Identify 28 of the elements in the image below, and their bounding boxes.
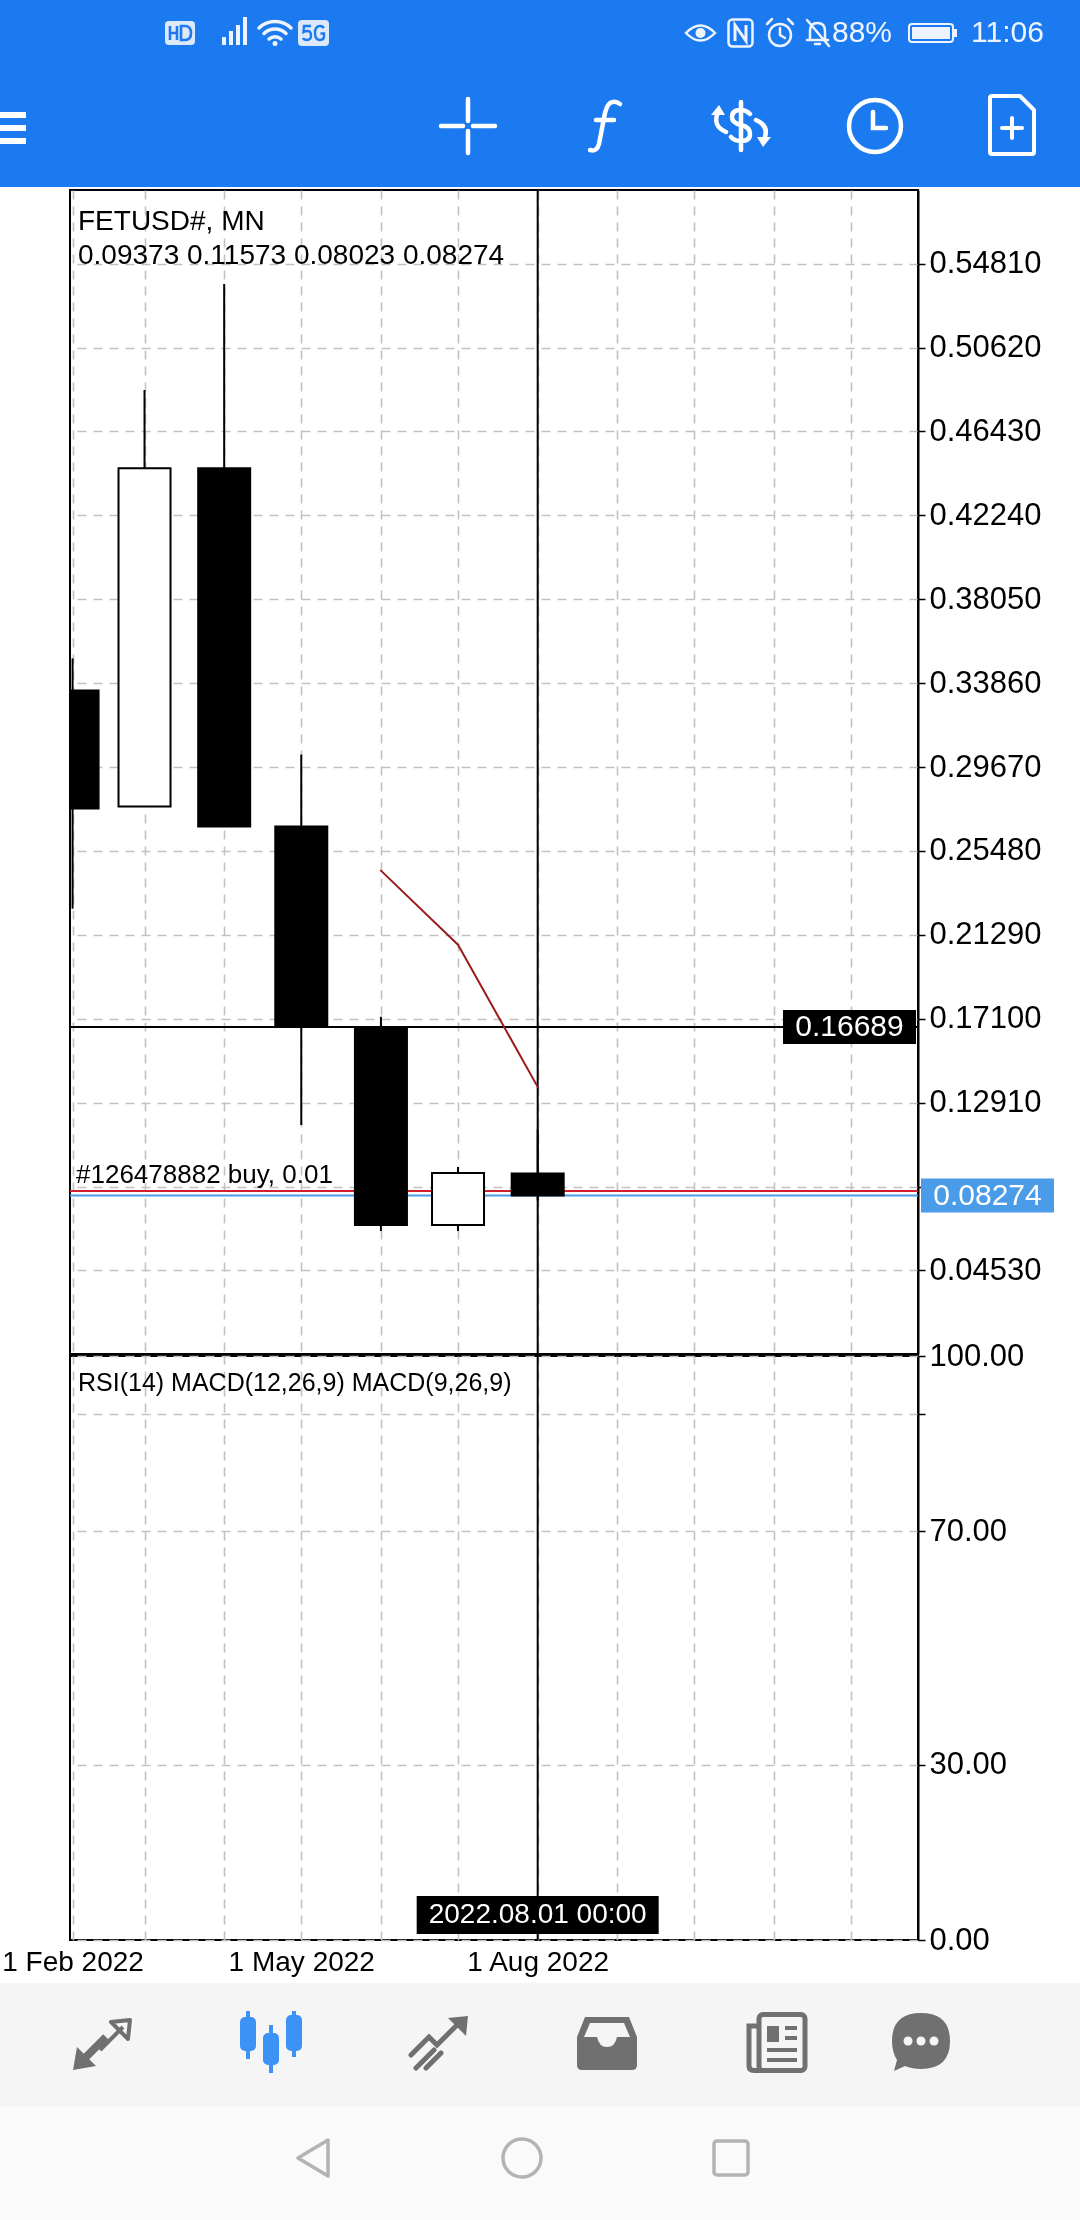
ref-line-label: 0.08274: [933, 1177, 1042, 1211]
y-tick-label: 100.00: [929, 1337, 1025, 1373]
y-tick-label: 0.04530: [929, 1252, 1042, 1287]
text: 0.09373 0.11573 0.08023 0.08274: [78, 239, 505, 270]
y-tick-label: 0.00: [929, 1921, 990, 1957]
x-tick-label: 1 Aug 2022: [467, 1945, 610, 1977]
y-tick-label: 0.50620: [929, 329, 1042, 365]
y-tick-label: 0.42240: [929, 496, 1042, 532]
x-tick-label: 1 May 2022: [228, 1945, 375, 1977]
x-tick-label: 1 Feb 2022: [2, 1945, 144, 1977]
ref-line-label: 0.16689: [795, 1009, 904, 1043]
y-tick-label: 0.21290: [929, 916, 1042, 952]
y-tick-label: 0.25480: [929, 832, 1042, 868]
y-tick-label: 0.54810: [929, 245, 1042, 281]
y-tick-label: 0.29670: [929, 748, 1042, 784]
text: RSI(14) MACD(12,26,9) MACD(9,26,9): [78, 1368, 512, 1396]
y-tick-label: 0.12910: [929, 1084, 1042, 1120]
y-tick-label: 30.00: [929, 1746, 1008, 1782]
y-tick-label: 0.33860: [929, 664, 1042, 700]
y-tick-label: 0.46430: [929, 412, 1042, 448]
text: 88%: [832, 14, 893, 50]
ref-line-label: #126478882 buy, 0.01: [76, 1159, 333, 1189]
text: 11:06: [971, 14, 1044, 50]
text: FETUSD#, MN: [78, 205, 265, 236]
ref-line-label: 2022.08.01 00:00: [428, 1898, 647, 1929]
y-tick-label: 0.38050: [929, 580, 1042, 616]
y-tick-label: 70.00: [929, 1512, 1008, 1548]
y-tick-label: 0.17100: [929, 1000, 1042, 1036]
